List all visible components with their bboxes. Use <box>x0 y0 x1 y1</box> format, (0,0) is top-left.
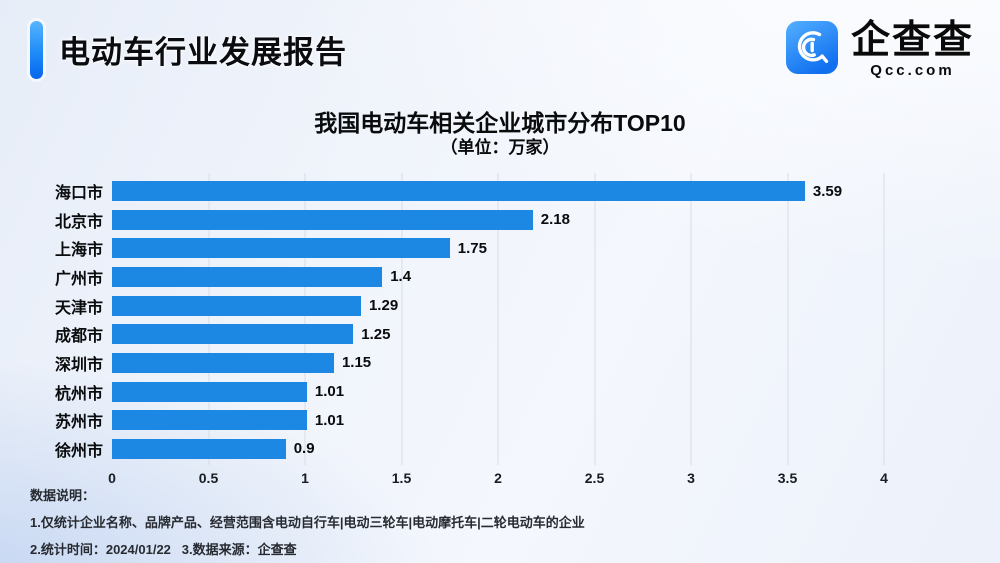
bar-row: 上海市 1.75 <box>30 238 884 260</box>
value-label: 3.59 <box>812 182 843 200</box>
x-tick-label: 1 <box>301 470 309 486</box>
bar <box>112 381 307 402</box>
bar-track: 2.18 <box>112 209 884 230</box>
bar-row: 徐州市 0.9 <box>30 438 884 460</box>
value-label: 1.01 <box>314 383 345 401</box>
bar-track: 1.01 <box>112 410 884 431</box>
x-tick-label: 2.5 <box>584 470 605 486</box>
category-label: 徐州市 <box>54 442 103 460</box>
bar-row: 北京市 2.18 <box>30 209 884 231</box>
value-label: 1.4 <box>390 268 412 286</box>
bar <box>112 352 334 373</box>
chart-subtitle: （单位：万家） <box>440 138 560 157</box>
gridline <box>690 173 692 465</box>
x-tick-label: 4 <box>880 470 888 486</box>
category-label: 苏州市 <box>54 414 103 432</box>
gridline <box>497 173 499 465</box>
bar-row: 成都市 1.25 <box>30 324 884 346</box>
gridline <box>401 173 402 465</box>
value-label: 1.15 <box>341 354 372 372</box>
x-axis: 0 0.5 1 1.5 2 2.5 3 3.5 4 <box>108 470 888 488</box>
bar-row: 杭州市 1.01 <box>30 381 884 403</box>
bar-track: 0.9 <box>112 438 884 459</box>
bar-row: 海口市 3.59 <box>30 181 884 202</box>
x-tick-label: 2 <box>494 470 502 486</box>
bar-track: 1.01 <box>112 381 884 402</box>
bar-track: 1.29 <box>112 295 884 316</box>
note-line-1: 1.仅统计企业名称、品牌产品、经营范围含电动自行车|电动三轮车|电动摩托车|二轮… <box>30 515 585 530</box>
notes-title: 数据说明： <box>30 488 96 503</box>
category-label: 杭州市 <box>54 385 103 403</box>
gridline <box>883 173 885 465</box>
gridline <box>304 173 306 465</box>
bar <box>112 324 354 345</box>
bar-track: 1.15 <box>112 352 884 373</box>
bar-track: 1.4 <box>112 266 884 287</box>
chart-title: 我国电动车相关企业城市分布TOP10 <box>314 110 686 136</box>
value-label: 1.75 <box>457 239 487 257</box>
category-label: 深圳市 <box>54 356 103 374</box>
value-label: 1.29 <box>368 297 399 315</box>
bar-row: 广州市 1.4 <box>30 266 884 288</box>
x-tick-label: 0.5 <box>198 470 219 486</box>
value-label: 0.9 <box>293 440 315 458</box>
category-label: 天津市 <box>54 299 103 317</box>
title-accent-bar <box>30 21 43 79</box>
qcc-logo-name: 企查查 <box>850 19 974 62</box>
category-label: 北京市 <box>54 213 103 231</box>
bar-track: 3.59 <box>112 181 884 201</box>
x-tick-label: 3 <box>687 470 695 486</box>
value-label: 2.18 <box>540 211 570 229</box>
x-tick-label: 0 <box>108 470 116 486</box>
bar <box>112 209 533 230</box>
page-title: 电动车行业发展报告 <box>59 35 347 70</box>
bar-row: 苏州市 1.01 <box>30 410 884 432</box>
bar-rows: 海口市 3.59 北京市 2.18 上海市 1.75 广州市 1.4 天津市 1.29 成都市 1.2… <box>30 181 884 460</box>
bar <box>112 238 450 259</box>
x-tick-label: 1.5 <box>391 470 412 486</box>
grid-layer <box>112 173 885 465</box>
bar <box>112 181 805 201</box>
x-tick-label: 3.5 <box>777 470 798 486</box>
gridline <box>787 173 788 465</box>
value-label: 1.01 <box>314 411 345 429</box>
value-label: 1.25 <box>361 325 391 343</box>
gridline <box>594 173 595 465</box>
qcc-logo-domain: Qcc.com <box>870 62 955 79</box>
bar-row: 天津市 1.29 <box>30 295 884 317</box>
qcc-logo-icon <box>785 21 838 74</box>
qcc-logo: 企查查 Qcc.com <box>785 21 974 79</box>
qcc-logo-text: 企查查 Qcc.com <box>851 21 974 79</box>
bar <box>112 410 307 431</box>
gridline <box>208 173 209 465</box>
bar-track: 1.25 <box>112 324 884 345</box>
note-line-2: 2.统计时间：2024/01/22 3.数据来源：企查查 <box>30 542 297 557</box>
category-label: 成都市 <box>54 328 103 346</box>
bar <box>112 295 361 316</box>
bar <box>112 438 286 459</box>
category-label: 海口市 <box>54 185 103 202</box>
bar-row: 深圳市 1.15 <box>30 352 884 374</box>
bar-track: 1.75 <box>112 238 884 259</box>
category-label: 广州市 <box>54 270 103 288</box>
category-label: 上海市 <box>54 242 103 260</box>
bar <box>112 266 383 287</box>
